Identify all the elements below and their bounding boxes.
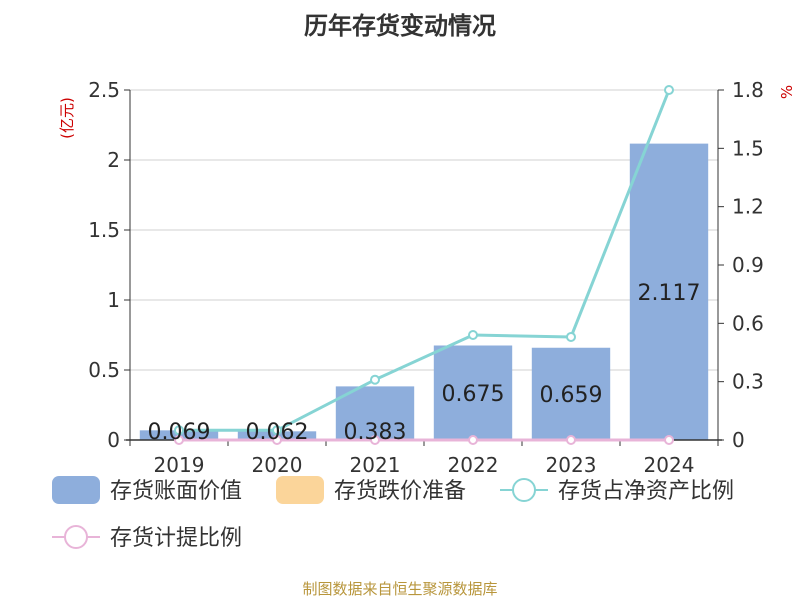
bar-data-label: 0.659 (540, 383, 603, 408)
x-tick-label: 2020 (252, 453, 303, 477)
bar-2022 (433, 345, 513, 440)
bar-data-label: 0.383 (344, 420, 407, 445)
right-tick-label: 0.3 (732, 370, 764, 394)
point-存货占净资产比例-2022 (468, 330, 478, 340)
point-存货占净资产比例-2019 (174, 425, 184, 436)
legend-label: 存货跌价准备 (334, 479, 466, 504)
left-tick-label: 1.5 (88, 218, 120, 242)
right-tick-label: 0 (732, 428, 745, 452)
x-tick-label: 2019 (154, 453, 205, 477)
legend-label: 存货占净资产比例 (558, 479, 734, 504)
chart-title: 历年存货变动情况 (304, 12, 496, 40)
right-tick-label: 1.8 (732, 78, 764, 102)
right-tick-label: 1.2 (732, 195, 764, 219)
point-存货占净资产比例-2020 (272, 425, 282, 436)
bar-data-label: 0.675 (442, 382, 505, 407)
point-存货计提比例-2020 (272, 435, 282, 445)
legend-swatch-存货账面价值 (52, 476, 100, 504)
line-series (174, 85, 674, 445)
point-存货占净资产比例-2023 (566, 331, 576, 342)
left-tick-label: 2.5 (88, 78, 120, 102)
legend-label: 存货账面价值 (110, 479, 242, 504)
bar-data-label: 2.117 (638, 281, 701, 306)
bar-series (139, 143, 709, 440)
line-存货占净资产比例 (179, 89, 671, 432)
bar-2023 (531, 347, 611, 440)
legend-label: 存货计提比例 (110, 526, 242, 551)
x-tick-label: 2021 (350, 453, 401, 477)
right-tick-label: 0.9 (732, 253, 764, 277)
point-存货计提比例-2023 (566, 435, 576, 445)
right-axis-unit-label: % (778, 85, 796, 99)
x-tick-label: 2022 (448, 453, 499, 477)
left-axis-unit-label: (亿元) (58, 97, 76, 139)
point-存货计提比例-2022 (468, 435, 478, 445)
source-note: 制图数据来自恒生聚源数据库 (302, 580, 497, 598)
bar-2024 (629, 143, 709, 440)
x-tick-label: 2024 (644, 453, 695, 477)
x-tick-label: 2023 (546, 453, 597, 477)
point-存货计提比例-2021 (370, 435, 380, 445)
point-存货计提比例-2019 (174, 435, 184, 445)
data-labels: 0.069 0.062 0.383 0.675 0.659 2.117 (148, 281, 701, 445)
bar-data-label: 0.062 (246, 420, 309, 445)
point-存货计提比例-2024 (664, 435, 674, 445)
point-存货占净资产比例-2024 (664, 85, 674, 95)
legend-swatch-存货跌价准备 (276, 476, 324, 504)
right-tick-label: 1.5 (732, 136, 764, 160)
left-tick-label: 0 (107, 428, 120, 452)
left-tick-label: 2 (107, 148, 120, 172)
legend-marker-存货占净资产比例 (512, 478, 536, 502)
left-tick-label: 1 (107, 288, 120, 312)
bar-2021 (335, 386, 415, 440)
bar-data-label: 0.069 (148, 420, 211, 445)
point-存货占净资产比例-2021 (370, 374, 380, 385)
legend-marker-存货计提比例 (64, 525, 88, 549)
left-tick-label: 0.5 (88, 358, 120, 382)
right-tick-label: 0.6 (732, 311, 764, 335)
